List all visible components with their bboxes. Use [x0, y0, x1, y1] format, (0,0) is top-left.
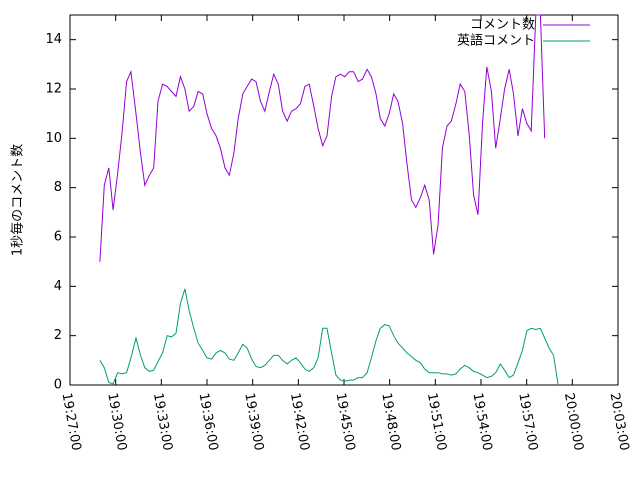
x-tick-label: 20:00:00 — [561, 392, 586, 452]
x-axis-ticks: 19:27:00 19:30:00 19:33:00 19:36:00 19:39:00… — [59, 15, 632, 452]
legend-label: コメント数 — [470, 18, 535, 33]
series-layer — [99, 14, 559, 386]
legend-label: 英語コメント — [457, 33, 535, 49]
x-tick-label: 19:57:00 — [515, 392, 540, 452]
x-tick-label: 20:03:00 — [607, 392, 632, 452]
y-tick-label: 2 — [54, 328, 62, 343]
y-tick-label: 8 — [54, 180, 62, 195]
y-tick-label: 14 — [45, 32, 62, 47]
y-tick-label: 0 — [54, 378, 62, 393]
x-tick-label: 19:48:00 — [378, 392, 403, 452]
series-line-1 — [99, 14, 546, 262]
y-tick-label: 10 — [45, 131, 62, 146]
x-tick-label: 19:51:00 — [424, 392, 449, 452]
series-line-2 — [99, 288, 559, 386]
x-tick-label: 19:39:00 — [241, 392, 266, 452]
x-tick-label: 19:42:00 — [287, 392, 312, 452]
y-tick-label: 4 — [54, 279, 62, 294]
y-tick-label: 6 — [54, 230, 62, 245]
x-tick-label: 19:45:00 — [333, 392, 358, 452]
y-axis-ticks: 0 2 4 6 8 10 12 14 — [45, 32, 618, 393]
x-tick-label: 19:33:00 — [150, 392, 175, 452]
x-tick-label: 19:54:00 — [470, 392, 495, 452]
x-tick-label: 19:30:00 — [104, 392, 129, 452]
y-tick-label: 12 — [45, 82, 62, 97]
x-tick-label: 19:36:00 — [196, 392, 221, 452]
y-axis-label: 1秒毎のコメント数 — [10, 144, 26, 256]
x-tick-label: 19:27:00 — [59, 392, 84, 452]
